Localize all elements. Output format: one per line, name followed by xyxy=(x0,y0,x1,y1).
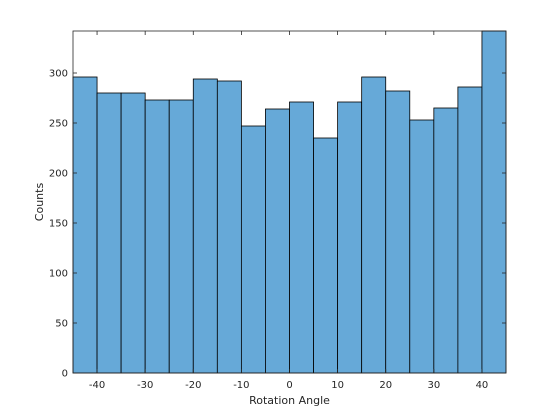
histogram-bar xyxy=(433,107,459,374)
x-tick-label: 20 xyxy=(379,380,392,391)
x-axis-ticks: -40 -30 -20 -10 0 10 20 30 40 xyxy=(89,31,488,391)
histogram-bar xyxy=(72,76,98,374)
x-tick-label: -30 xyxy=(137,380,153,391)
x-tick-label: -10 xyxy=(233,380,249,391)
y-tick-label: 200 xyxy=(49,169,68,180)
x-tick-label: 30 xyxy=(427,380,440,391)
histogram-bar xyxy=(144,99,170,374)
histogram-bar xyxy=(337,101,363,374)
histogram-bar xyxy=(481,30,507,374)
y-axis-ticks: 0 50 100 150 200 250 300 xyxy=(49,69,506,380)
y-tick-label: 50 xyxy=(55,319,68,330)
histogram-bar xyxy=(192,78,218,374)
histogram-bar xyxy=(409,119,435,374)
x-axis-label: Rotation Angle xyxy=(249,394,330,407)
histogram-bar xyxy=(120,92,146,374)
histogram-bars xyxy=(72,30,507,374)
y-tick-label: 0 xyxy=(62,369,68,380)
y-tick-label: 250 xyxy=(49,119,68,130)
x-tick-label: -20 xyxy=(185,380,201,391)
histogram-bar xyxy=(265,108,290,374)
histogram-bar xyxy=(361,76,387,374)
histogram-bar xyxy=(240,125,266,374)
y-tick-label: 300 xyxy=(49,69,68,80)
histogram-bar xyxy=(385,90,411,374)
y-axis-label: Counts xyxy=(33,183,46,222)
x-tick-label: 40 xyxy=(476,380,489,391)
y-tick-label: 100 xyxy=(49,269,68,280)
x-tick-label: 10 xyxy=(331,380,344,391)
x-tick-label: 0 xyxy=(286,380,292,391)
histogram-bar xyxy=(457,86,483,374)
histogram-bar xyxy=(168,99,194,374)
histogram-bar xyxy=(96,92,122,374)
histogram-bar xyxy=(289,101,314,374)
histogram-bar xyxy=(313,137,339,374)
y-tick-label: 150 xyxy=(49,219,68,230)
x-tick-label: -40 xyxy=(89,380,105,391)
histogram-bar xyxy=(216,80,242,374)
